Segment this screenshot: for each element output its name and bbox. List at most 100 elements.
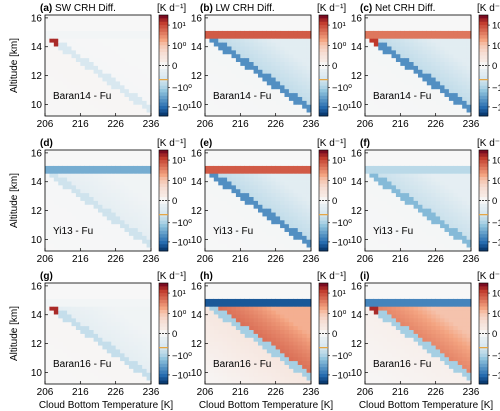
heatmap-cell [128,360,134,365]
heatmap-cell [84,104,90,109]
heatmap-cell [124,310,130,315]
heatmap-cell [218,61,224,66]
heatmap-cell [382,157,388,163]
heatmap-cell [71,100,77,105]
heatmap-cell [306,61,312,66]
heatmap-cell [400,57,406,63]
heatmap-cell [209,77,215,82]
heatmap-cell [209,196,215,201]
heatmap-cell [387,192,392,198]
heatmap-cell [422,88,428,94]
heatmap-cell [124,356,130,362]
heatmap-cell [62,376,68,381]
heatmap-cell [422,200,428,205]
heatmap-cell [297,208,303,213]
heatmap-cell [133,108,139,113]
heatmap-cell [440,204,445,209]
heatmap-cell [58,42,64,47]
heatmap-cell [222,333,228,338]
heatmap-cell [302,169,307,174]
heatmap-cell [444,161,450,166]
heatmap-cell [378,65,384,70]
heatmap-cell [213,26,219,31]
heatmap-cell [93,337,99,342]
heatmap-cell [253,200,259,205]
heatmap-cell [418,219,423,225]
heatmap-cell [115,212,121,217]
colorbar-segment [479,224,488,228]
heatmap-cell [84,204,90,209]
heatmap-cell [124,364,130,369]
heatmap-cell [146,112,152,117]
heatmap-cell [400,15,406,20]
heatmap-cell [378,38,384,43]
y-tick-label: 12 [31,339,43,350]
heatmap-cell [404,196,410,201]
colorbar-segment [159,89,168,93]
heatmap-cell [106,235,112,240]
heatmap-cell [124,188,130,194]
heatmap-cell [89,18,94,24]
heatmap-cell [466,231,472,236]
heatmap-cell [142,92,147,97]
heatmap-cell [457,30,463,35]
colorbar-segment [319,234,328,238]
heatmap-cell [71,188,77,194]
heatmap-cell [426,69,432,74]
heatmap-cell [89,352,94,358]
heatmap-cell [227,349,232,354]
heatmap-cell [45,150,50,155]
heatmap-cell [409,26,414,31]
heatmap-cell [62,329,68,334]
x-tick-label: 216 [72,387,89,398]
heatmap-cell [89,317,94,323]
heatmap-cell [71,360,77,365]
heatmap-cell [440,26,445,31]
heatmap-cell [115,306,121,311]
heatmap-cell [120,200,125,205]
heatmap-cell [409,235,414,240]
heatmap-cell [262,73,268,78]
heatmap-cell [369,30,375,35]
heatmap-cell [205,231,210,236]
heatmap-cell [89,283,94,288]
heatmap-cell [106,356,112,362]
heatmap-cell [84,181,90,186]
heatmap-cell [253,53,259,59]
heatmap-cell [365,46,370,51]
heatmap-cell [435,65,441,70]
heatmap-cell [457,161,463,166]
colorbar-tick-label: 0 [332,61,337,72]
heatmap-cell [306,165,312,170]
heatmap-cell [404,192,410,198]
colorbar-segment [479,153,488,158]
heatmap-cell [124,372,130,377]
heatmap-cell [218,306,224,311]
heatmap-cell [45,161,50,166]
heatmap-cell [102,177,108,182]
heatmap-cell [284,243,290,248]
heatmap-cell [395,15,401,20]
heatmap-cell [404,15,410,20]
heatmap-cell [133,15,139,20]
heatmap-cell [395,157,401,163]
heatmap-cell [102,345,108,350]
heatmap-cell [67,314,72,319]
heatmap-cell [253,104,259,109]
heatmap-cell [89,212,94,217]
heatmap-cell [373,216,379,221]
heatmap-cell [466,243,472,248]
heatmap-cell [448,204,454,209]
heatmap-cell [404,223,410,229]
heatmap-cell [106,18,112,24]
heatmap-cell [115,364,121,369]
heatmap-cell [84,283,90,288]
heatmap-cell [93,65,99,70]
heatmap-cell [98,227,103,232]
heatmap-cell [409,153,414,159]
heatmap-cell [213,380,219,385]
heatmap-cell [111,165,117,170]
heatmap-cell [89,329,94,334]
heatmap-cell [244,231,250,236]
heatmap-cell [466,169,472,174]
